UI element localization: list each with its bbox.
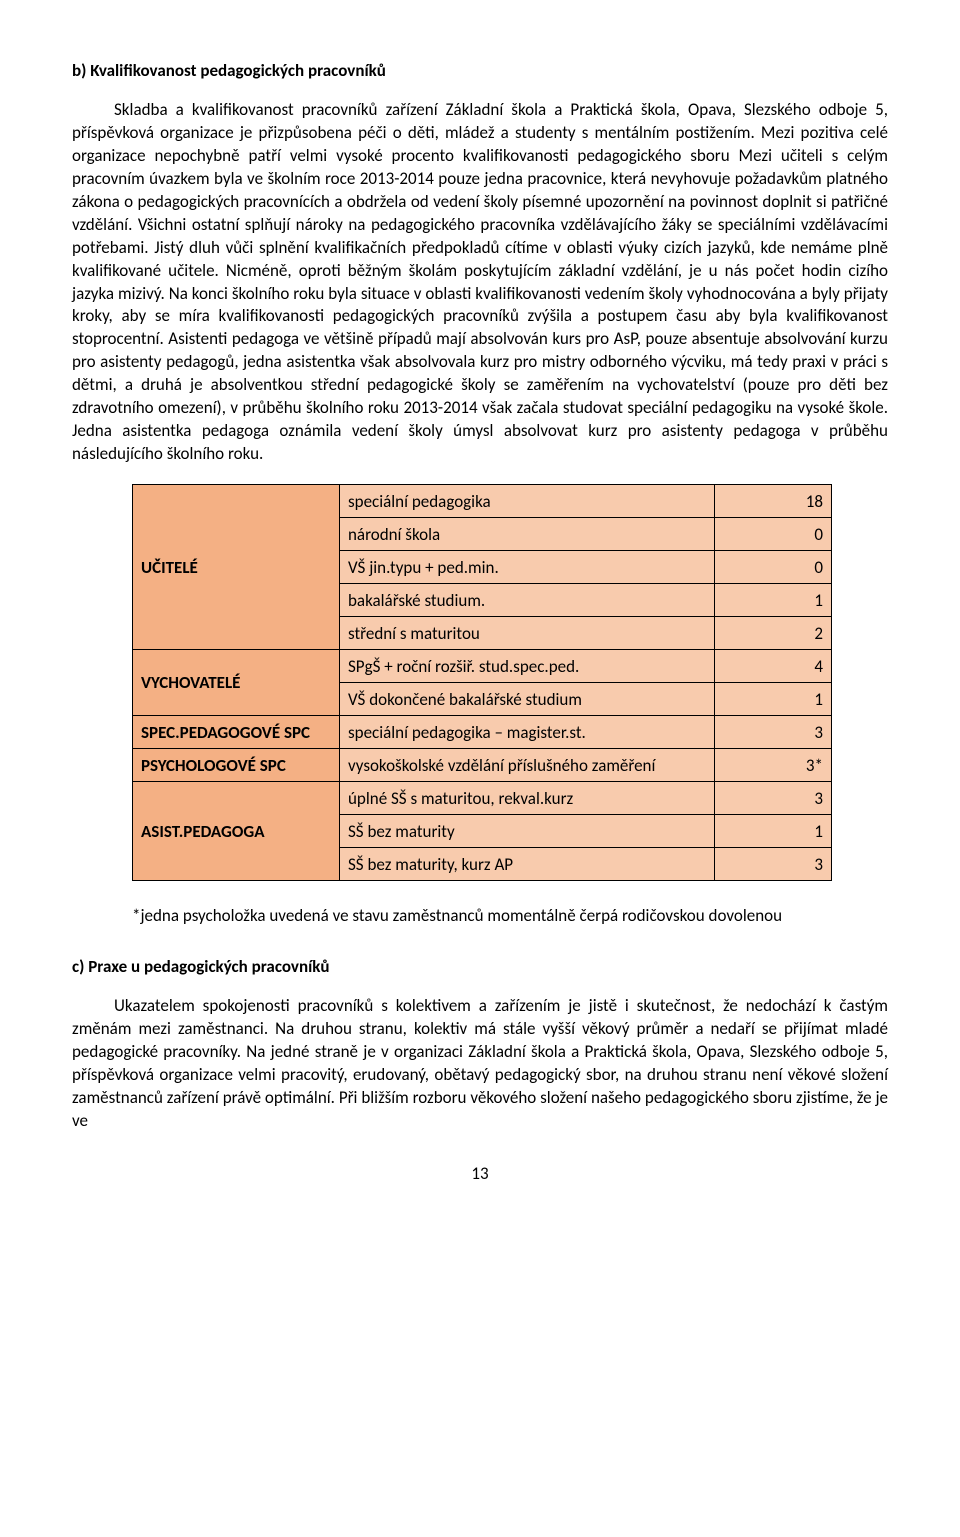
qual-val: 1 xyxy=(715,815,832,848)
qual-desc: speciální pedagogika – magister.st. xyxy=(340,716,715,749)
qual-val: 1 xyxy=(715,683,832,716)
qualification-table: UČITELÉ speciální pedagogika 18 národní … xyxy=(132,484,832,881)
qual-val: 18 xyxy=(715,485,832,518)
group-label: PSYCHOLOGOVÉ SPC xyxy=(133,749,340,782)
qual-desc: SŠ bez maturity xyxy=(340,815,715,848)
paragraph-1: Skladba a kvalifikovanost pracovníků zař… xyxy=(72,99,888,466)
page-number: 13 xyxy=(72,1163,888,1184)
qual-val: 1 xyxy=(715,584,832,617)
qual-val: 2 xyxy=(715,617,832,650)
qual-val: 3 xyxy=(715,848,832,881)
group-label: VYCHOVATELÉ xyxy=(133,650,340,716)
qual-val: 4 xyxy=(715,650,832,683)
section-heading-b: b) Kvalifikovanost pedagogických pracovn… xyxy=(72,60,888,81)
paragraph-2: Ukazatelem spokojenosti pracovníků s kol… xyxy=(72,995,888,1133)
qual-desc: SPgŠ + roční rozšiř. stud.spec.ped. xyxy=(340,650,715,683)
qual-desc: úplné SŠ s maturitou, rekval.kurz xyxy=(340,782,715,815)
group-label: ASIST.PEDAGOGA xyxy=(133,782,340,881)
group-label: UČITELÉ xyxy=(133,485,340,650)
qual-desc: speciální pedagogika xyxy=(340,485,715,518)
qual-desc: národní škola xyxy=(340,518,715,551)
qual-val: 3* xyxy=(715,749,832,782)
qual-val: 0 xyxy=(715,551,832,584)
section-heading-c: c) Praxe u pedagogických pracovníků xyxy=(72,956,888,977)
qual-desc: SŠ bez maturity, kurz AP xyxy=(340,848,715,881)
qual-desc: VŠ jin.typu + ped.min. xyxy=(340,551,715,584)
qual-desc: bakalářské studium. xyxy=(340,584,715,617)
qual-val: 3 xyxy=(715,716,832,749)
qual-desc: vysokoškolské vzdělání příslušného zaměř… xyxy=(340,749,715,782)
qual-desc: střední s maturitou xyxy=(340,617,715,650)
group-label: SPEC.PEDAGOGOVÉ SPC xyxy=(133,716,340,749)
qual-val: 3 xyxy=(715,782,832,815)
qual-desc: VŠ dokončené bakalářské studium xyxy=(340,683,715,716)
table-footnote: *jedna psycholožka uvedená ve stavu zamě… xyxy=(132,905,828,928)
qual-val: 0 xyxy=(715,518,832,551)
